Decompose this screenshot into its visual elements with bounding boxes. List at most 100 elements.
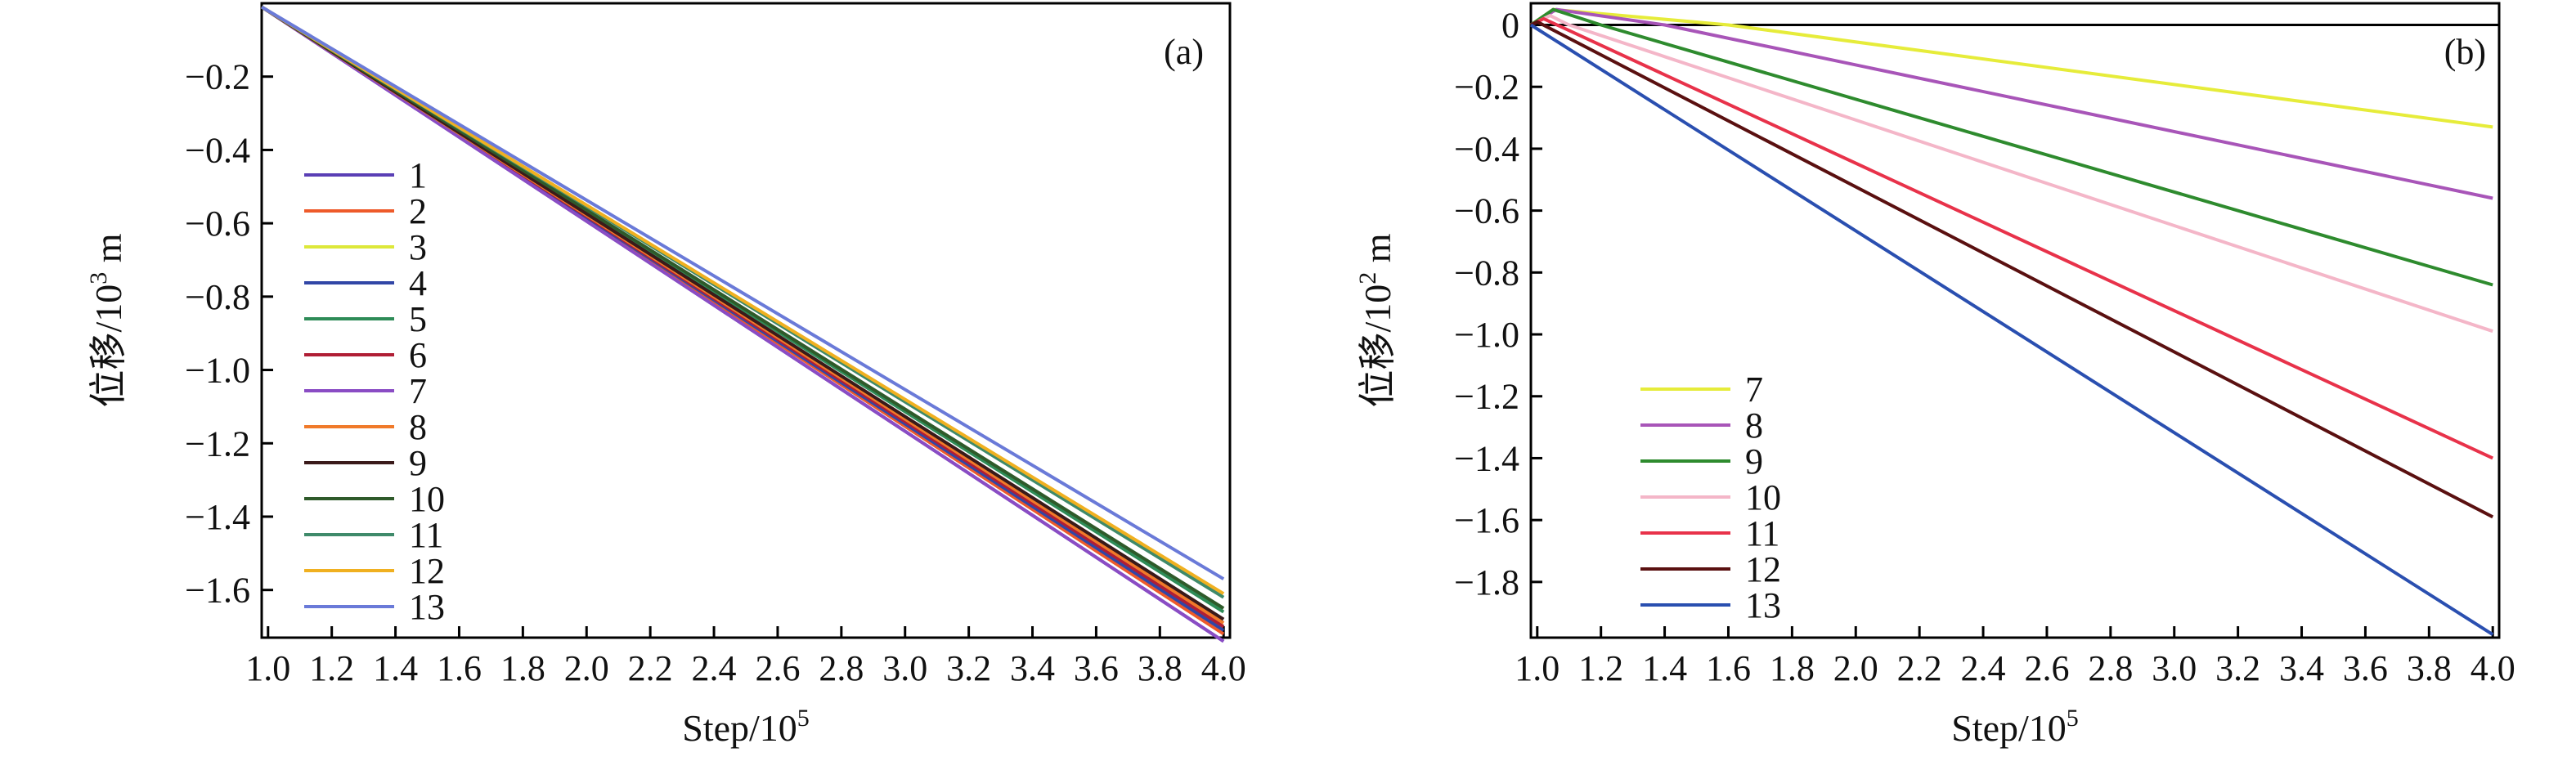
panel-a-series-13 — [260, 5, 1225, 580]
panel-b-x-tick-label: 1.4 — [1642, 648, 1687, 688]
panel-a-y-axis-label-main: 位移/10 — [88, 284, 129, 408]
panel-a-x-tick-label: 1.8 — [500, 648, 545, 688]
panel-a-legend-label-2: 2 — [409, 191, 427, 231]
panel-b-x-tick-label: 1.8 — [1770, 648, 1815, 688]
panel-b-y-tick-label: −0.8 — [1454, 253, 1519, 293]
panel-a-x-axis-label-main: Step/10 — [682, 707, 797, 749]
panel-b-y-axis-label: 位移/102 m — [1354, 233, 1398, 407]
panel-a-y-tick-label: −0.2 — [185, 57, 250, 97]
panel-b-x-tick-label: 3.6 — [2343, 648, 2388, 688]
panel-b-x-tick-label: 2.0 — [1833, 648, 1878, 688]
panel-a-x-axis: 1.0 1.2 1.4 1.6 1.8 2.0 2.2 2.4 2.6 2.8 3.0 3.2 3.4 3… — [245, 626, 1246, 688]
panel-b-plot-frame — [1529, 2, 2501, 639]
panel-b-x-tick-label: 3.8 — [2407, 648, 2452, 688]
panel-a-x-tick-label: 4.0 — [1201, 648, 1246, 688]
panel-b-x-tick-label: 2.8 — [2088, 648, 2133, 688]
panel-b-x-tick-label: 3.4 — [2279, 648, 2324, 688]
panel-b-series-group — [1529, 7, 2494, 636]
panel-b-x-tick-label: 1.2 — [1578, 648, 1623, 688]
panel-b-x-tick-label: 4.0 — [2471, 648, 2515, 688]
panel-b-y-tick-label: −1.6 — [1454, 500, 1519, 540]
panel-a-series-7 — [260, 5, 1225, 643]
panel-a-y-tick-label: −0.4 — [185, 130, 250, 170]
panel-a-y-axis-label-sup: 3 — [85, 272, 112, 284]
panel-b-legend-label-12: 12 — [1745, 549, 1781, 589]
panel-a-x-tick-label: 3.0 — [882, 648, 927, 688]
panel-a-x-tick-label: 3.8 — [1138, 648, 1183, 688]
panel-a-legend-label-7: 7 — [409, 371, 427, 411]
panel-a-series-12 — [260, 5, 1225, 595]
panel-a-legend-label-9: 9 — [409, 443, 427, 483]
panel-b-legend-label-13: 13 — [1745, 585, 1781, 625]
panel-a-legend-label-12: 12 — [409, 551, 445, 591]
panel-b: 1.0 1.2 1.4 1.6 1.8 2.0 2.2 2.4 2.6 2.8 3.0 3.2 3.4 3… — [1354, 2, 2515, 749]
panel-b-y-axis: 0 −0.2 −0.4 −0.6 −0.8 −1.0 −1.2 −1.4 −1.6 −1.8 — [1454, 5, 1542, 602]
panel-b-x-tick-label: 2.6 — [2024, 648, 2069, 688]
panel-a-x-tick-label: 1.2 — [309, 648, 354, 688]
panel-a-legend-label-3: 3 — [409, 227, 427, 267]
panel-a-legend-label-4: 4 — [409, 263, 427, 303]
panel-b-legend-label-8: 8 — [1745, 405, 1763, 446]
panel-a-legend-label-6: 6 — [409, 335, 427, 375]
panel-b-y-tick-label: −0.2 — [1454, 67, 1519, 107]
panel-b-y-axis-label-sup: 2 — [1354, 272, 1381, 284]
panel-b-y-axis-label-unit: m — [1357, 233, 1398, 272]
panel-b-x-tick-label: 3.2 — [2215, 648, 2260, 688]
panel-b-x-tick-label: 2.2 — [1897, 648, 1942, 688]
panel-a-y-tick-label: −0.6 — [185, 204, 250, 244]
panel-b-x-axis-label: Step/105 — [1951, 705, 2079, 749]
panel-a-legend-label-8: 8 — [409, 407, 427, 447]
panel-b-x-tick-label: 3.0 — [2152, 648, 2197, 688]
panel-a-x-axis-label-sup: 5 — [797, 705, 810, 732]
panel-b-x-axis-label-sup: 5 — [2067, 705, 2079, 732]
panel-b-x-tick-label: 1.0 — [1515, 648, 1560, 688]
panel-a: 1.0 1.2 1.4 1.6 1.8 2.0 2.2 2.4 2.6 2.8 3.0 3.2 3.4 3… — [85, 2, 1246, 749]
panel-b-y-tick-label: −1.2 — [1454, 377, 1519, 417]
panel-a-x-tick-label: 3.4 — [1010, 648, 1055, 688]
panel-b-legend-label-10: 10 — [1745, 477, 1781, 517]
panel-a-series-group — [260, 5, 1225, 643]
panel-a-legend-label-5: 5 — [409, 299, 427, 339]
panel-a-tag: (a) — [1164, 32, 1204, 72]
panel-a-y-tick-label: −0.8 — [185, 277, 250, 317]
panel-b-series-8 — [1529, 7, 2493, 200]
panel-a-plot-frame — [260, 2, 1232, 639]
panel-a-x-tick-label: 1.0 — [245, 648, 290, 688]
panel-a-x-tick-label: 2.0 — [564, 648, 609, 688]
panel-b-x-axis: 1.0 1.2 1.4 1.6 1.8 2.0 2.2 2.4 2.6 2.8 3.0 3.2 3.4 3… — [1515, 626, 2515, 688]
panel-a-y-axis: −0.2 −0.4 −0.6 −0.8 −1.0 −1.2 −1.4 −1.6 — [185, 57, 273, 611]
panel-b-x-tick-label: 2.4 — [1961, 648, 2006, 688]
panel-a-x-tick-label: 2.2 — [628, 648, 673, 688]
panel-a-y-tick-label: −1.4 — [185, 497, 250, 537]
panel-a-y-axis-label-unit: m — [88, 233, 129, 272]
panel-b-y-tick-label: −1.4 — [1454, 438, 1519, 478]
panel-a-y-tick-label: −1.2 — [185, 423, 250, 464]
panel-b-y-axis-label-main: 位移/10 — [1357, 284, 1398, 408]
panel-a-legend-label-10: 10 — [409, 479, 445, 519]
panel-b-y-tick-label: −1.0 — [1454, 315, 1519, 355]
panel-a-x-tick-label: 3.2 — [946, 648, 991, 688]
panel-b-tag: (b) — [2444, 32, 2486, 72]
panel-a-y-axis-label: 位移/103 m — [85, 233, 129, 407]
panel-a-x-tick-label: 3.6 — [1074, 648, 1119, 688]
panel-a-legend-label-13: 13 — [409, 587, 445, 627]
panel-b-y-tick-label: −1.8 — [1454, 562, 1519, 602]
panel-b-x-axis-label-main: Step/10 — [1951, 707, 2067, 749]
panel-a-x-axis-label: Step/105 — [682, 705, 810, 749]
panel-b-legend-label-11: 11 — [1745, 513, 1779, 553]
panel-a-legend-label-1: 1 — [409, 155, 427, 195]
panel-b-y-tick-label: −0.4 — [1454, 129, 1519, 169]
panel-a-x-tick-label: 2.6 — [755, 648, 800, 688]
panel-b-y-tick-label: −0.6 — [1454, 191, 1519, 231]
panel-b-legend-label-9: 9 — [1745, 441, 1763, 482]
panel-b-x-tick-label: 1.6 — [1706, 648, 1751, 688]
panel-b-legend-label-7: 7 — [1745, 370, 1763, 410]
panel-a-x-tick-label: 2.4 — [692, 648, 737, 688]
panel-b-series-12 — [1530, 20, 2494, 519]
panel-a-y-tick-label: −1.0 — [185, 351, 250, 391]
panel-a-legend-label-11: 11 — [409, 515, 443, 555]
panel-a-x-tick-label: 2.8 — [819, 648, 864, 688]
